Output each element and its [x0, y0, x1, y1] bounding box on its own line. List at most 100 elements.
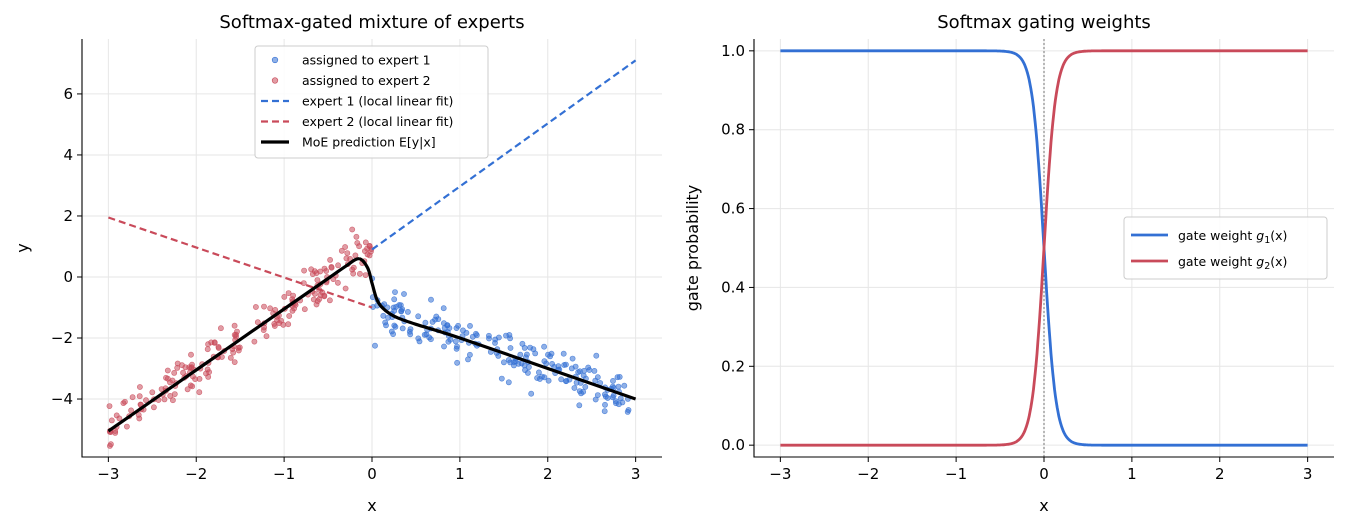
scatter-point [343, 255, 350, 262]
legend-text: gate weight [1178, 228, 1256, 243]
scatter-point [169, 397, 176, 404]
scatter-point [112, 428, 119, 434]
scatter-point [113, 412, 120, 419]
x-tick-label: −3 [769, 465, 791, 483]
x-tick-label: 3 [631, 465, 641, 483]
scatter-point [505, 379, 512, 386]
scatter-point [391, 296, 398, 303]
scatter-point [428, 296, 434, 303]
expert2-fit-line [108, 216, 373, 309]
x-tick-label: 1 [455, 465, 465, 483]
right-chart-gating: −3 −2 −1 0 1 2 3 0.0 0.2 0.4 0.6 0.8 1.0 Softmax ga… [683, 12, 1334, 515]
scatter-point [571, 385, 578, 391]
scatter-point [454, 359, 460, 366]
scatter-point [211, 339, 218, 346]
scatter-point [231, 322, 238, 329]
scatter-point [576, 402, 583, 409]
scatter-point [503, 332, 509, 339]
scatter-point [344, 250, 351, 256]
scatter-point [391, 322, 398, 329]
scatter-point [349, 226, 356, 233]
expert1-fit-line [371, 59, 637, 251]
legend-text-var: g [1256, 228, 1264, 243]
scatter-point [129, 394, 136, 401]
scatter-point [380, 312, 387, 319]
legend-label: expert 1 (local linear fit) [302, 94, 453, 109]
scatter-point [592, 377, 599, 384]
scatter-point [108, 417, 115, 424]
scatter-point [441, 343, 447, 350]
left-y-ticks: −4 −2 0 2 4 6 [51, 85, 82, 408]
scatter-point [604, 395, 611, 401]
scatter-point [609, 394, 616, 401]
scatter-point [575, 369, 582, 376]
scatter-point [615, 383, 622, 390]
scatter-point [507, 345, 514, 351]
scatter-point [404, 308, 411, 315]
left-chart-moe: −3 −2 −1 0 1 2 3 −4 −2 0 2 4 6 Softmax-gated mixtur… [13, 12, 662, 515]
legend-label: gate weight g2(x) [1178, 254, 1287, 272]
y-tick-label: 0.8 [721, 121, 745, 139]
scatter-point [323, 268, 330, 274]
scatter-point [188, 351, 194, 358]
scatter-point [624, 408, 631, 415]
scatter-point [143, 397, 149, 404]
scatter-point [272, 306, 279, 313]
legend-text: gate weight [1178, 254, 1256, 269]
scatter-point [532, 350, 539, 357]
scatter-point [192, 376, 198, 382]
y-tick-label: 0.4 [721, 278, 745, 296]
legend-label: MoE prediction E[y|x] [302, 135, 436, 150]
scatter-point [601, 408, 608, 415]
scatter-point [188, 364, 194, 371]
scatter-point [171, 369, 178, 376]
scatter-point [610, 377, 616, 384]
y-tick-label: 1.0 [721, 42, 745, 60]
scatter-point [231, 359, 238, 365]
y-tick-label: 0 [63, 268, 73, 286]
legend-text-subscript: 2 [1264, 261, 1270, 272]
scatter-point [495, 352, 502, 359]
scatter-point [313, 301, 320, 308]
scatter-point [580, 388, 587, 395]
scatter-point [561, 362, 568, 368]
scatter-point [621, 382, 628, 389]
scatter-point [569, 355, 576, 362]
scatter-point [215, 345, 222, 351]
scatter-point [230, 349, 237, 356]
x-tick-label: 0 [1039, 465, 1049, 483]
scatter-point [416, 338, 423, 345]
scatter-point [433, 313, 440, 320]
x-tick-label: 3 [1303, 465, 1313, 483]
scatter-point [505, 357, 512, 363]
scatter-point [227, 354, 234, 361]
scatter-point [356, 270, 363, 277]
scatter-point [106, 403, 113, 409]
y-tick-label: −2 [51, 329, 73, 347]
scatter-point [122, 398, 128, 405]
scatter-point [233, 331, 239, 338]
scatter-point [217, 325, 224, 332]
scatter-point [422, 319, 429, 326]
left-plot-area [106, 59, 637, 449]
scatter-point [498, 375, 505, 382]
x-tick-label: 1 [1127, 465, 1137, 483]
right-y-ticks: 0.0 0.2 0.4 0.6 0.8 1.0 [721, 42, 754, 454]
scatter-point [547, 353, 553, 360]
scatter-point [543, 360, 550, 367]
scatter-point [149, 389, 156, 396]
scatter-point [392, 289, 398, 295]
scatter-point [352, 252, 359, 259]
scatter-point [326, 297, 333, 304]
scatter-point [150, 404, 157, 411]
scatter-point [203, 370, 209, 377]
left-y-axis-label: y [13, 243, 32, 252]
left-axes-spine [81, 39, 662, 458]
scatter-point [415, 313, 422, 320]
scatter-point [313, 270, 320, 276]
scatter-point [310, 296, 317, 303]
left-chart-title: Softmax-gated mixture of experts [219, 12, 524, 33]
scatter-point [398, 307, 405, 314]
scatter-point [286, 313, 293, 319]
